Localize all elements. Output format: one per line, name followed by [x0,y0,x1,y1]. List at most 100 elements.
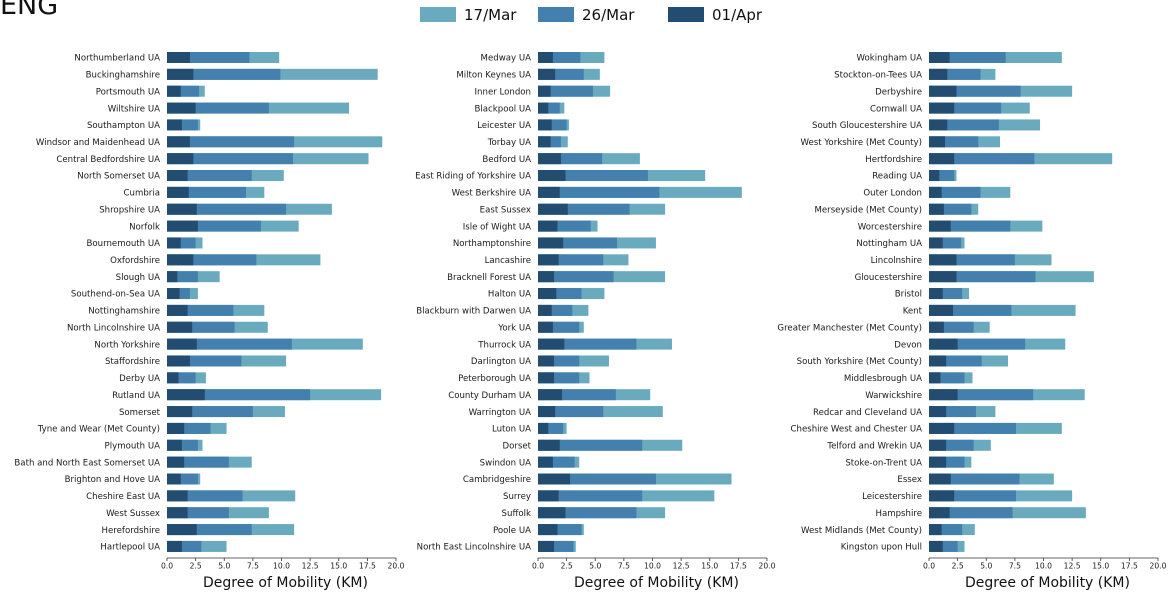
x-tick-label: 15.0 [701,562,718,571]
bar-26-mar [538,540,574,552]
category-label: Southend-on-Sea UA [71,290,160,300]
bar-01-apr [538,288,557,300]
bar-01-apr [929,304,954,316]
category-label: Nottinghamshire [88,307,160,317]
bar-01-apr [538,254,559,266]
category-label: South Gloucestershire UA [812,121,922,131]
bar-26-mar [167,85,200,97]
category-label: Southampton UA [87,121,160,131]
x-tick-label: 10.0 [1035,562,1052,571]
category-label: Brighton and Hove UA [65,475,161,485]
bar-01-apr [538,524,558,536]
bar-01-apr [167,304,188,316]
category-label: Poole UA [493,526,531,536]
x-tick-label: 20.0 [1150,562,1167,571]
category-label: Medway UA [481,54,532,64]
bar-26-mar [929,355,982,367]
bar-01-apr [167,355,190,367]
bar-26-mar [538,507,637,519]
bar-01-apr [929,119,948,131]
bar-26-mar [538,170,648,182]
bar-26-mar [538,119,567,131]
category-label: Derbyshire [875,87,922,97]
category-label: Essex [897,475,922,485]
bar-01-apr [538,102,549,114]
bar-26-mar [538,153,603,165]
bar-01-apr [538,490,559,502]
bar-26-mar [167,203,287,215]
bar-01-apr [929,271,957,283]
bar-26-mar [929,288,963,300]
bar-01-apr [538,186,560,198]
bar-26-mar [929,68,981,80]
bar-26-mar [538,372,580,384]
category-label: Kingston upon Hull [841,543,922,553]
category-label: Bournemouth UA [86,239,160,249]
bar-26-mar [167,490,243,502]
category-label: Central Bedfordshire UA [56,155,160,165]
category-label: Bath and North East Somerset UA [14,458,160,468]
x-tick-label: 17.5 [1121,562,1138,571]
bar-26-mar [167,186,247,198]
category-label: York UA [497,323,531,333]
category-label: Blackburn with Darwen UA [416,307,531,317]
x-tick-label: 10.0 [644,562,661,571]
bar-26-mar [929,389,1034,401]
bar-01-apr [929,338,958,350]
category-label: North Yorkshire [94,340,160,350]
category-label: Torbay UA [487,138,531,148]
bar-26-mar [929,338,1026,350]
bar-01-apr [929,321,944,333]
x-tick-label: 0.0 [161,562,173,571]
bar-01-apr [929,153,955,165]
bar-01-apr [167,507,188,519]
x-tick-label: 17.5 [359,562,376,571]
bar-26-mar [929,237,962,249]
bar-01-apr [167,237,181,249]
bar-26-mar [167,524,252,536]
category-label: West Sussex [106,509,160,519]
bar-26-mar [929,136,979,148]
category-label: Cambridgeshire [463,475,531,485]
bar-26-mar [929,321,974,333]
x-tick-label: 5.0 [589,562,601,571]
category-label: Reading UA [872,172,922,182]
bar-26-mar [929,524,963,536]
bar-26-mar [538,406,604,418]
category-label: Redcar and Cleveland UA [813,408,922,418]
bar-26-mar [929,490,1017,502]
bar-26-mar [538,237,618,249]
bar-01-apr [929,85,957,97]
bar-01-apr [929,473,951,485]
x-axis-title: Degree of Mobility (KM) [965,575,1130,591]
bar-01-apr [167,186,189,198]
bar-01-apr [538,237,564,249]
chart-panel-1: Northumberland UA Buckinghamshire Portsmou… [14,52,405,591]
x-tick-label: 7.5 [1009,562,1021,571]
category-label: Stoke-on-Trent UA [845,458,922,468]
category-label: Stockton-on-Tees UA [834,71,922,81]
bar-01-apr [538,170,566,182]
bar-26-mar [538,422,564,434]
bar-01-apr [167,271,178,283]
category-label: Wokingham UA [856,54,922,64]
bar-01-apr [538,439,560,451]
bar-01-apr [929,540,943,552]
category-label: Derby UA [119,374,160,384]
bar-26-mar [167,389,311,401]
bar-01-apr [538,507,566,519]
category-label: Bristol [895,290,922,300]
bar-01-apr [167,52,190,63]
category-label: North East Lincolnshire UA [417,543,531,553]
bar-01-apr [929,203,944,215]
legend-swatch-17-mar [420,7,456,22]
bar-26-mar [538,321,580,333]
bar-01-apr [167,439,182,451]
category-label: Northumberland UA [74,54,160,64]
category-label: Lincolnshire [871,256,922,266]
category-label: Worcestershire [858,222,922,232]
category-label: Warrington UA [469,408,532,418]
bar-26-mar [929,153,1035,165]
category-label: Halton UA [488,290,531,300]
bar-26-mar [538,288,582,300]
